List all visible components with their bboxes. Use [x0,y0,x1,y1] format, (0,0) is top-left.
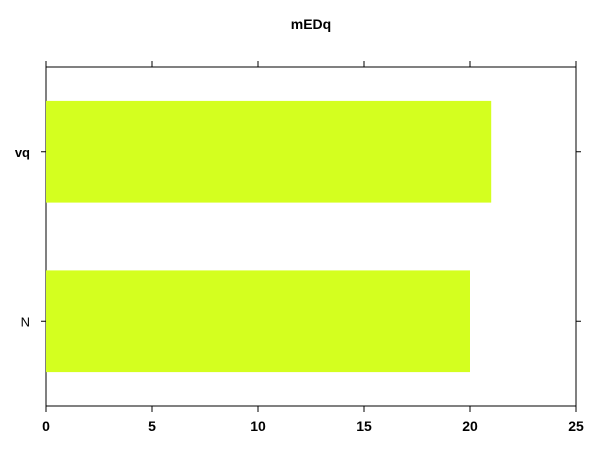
x-tick-label-5: 5 [148,418,156,434]
x-tick-label-15: 15 [356,418,372,434]
chart-title: mEDq [291,16,331,32]
x-tick-label-0: 0 [42,418,50,434]
x-tick-label-25: 25 [568,418,584,434]
bar-N [46,270,470,373]
y-tick-label-vq: vq [15,145,30,160]
y-tick-label-N: N [21,314,30,329]
bars-layer [46,100,492,373]
bar-vq [46,100,492,203]
x-tick-label-20: 20 [462,418,478,434]
labels-layer: Nvq 0 5 10 15 20 25 [15,145,584,434]
x-tick-label-10: 10 [250,418,266,434]
ticks-layer [41,61,581,412]
plot-frame [45,66,577,407]
